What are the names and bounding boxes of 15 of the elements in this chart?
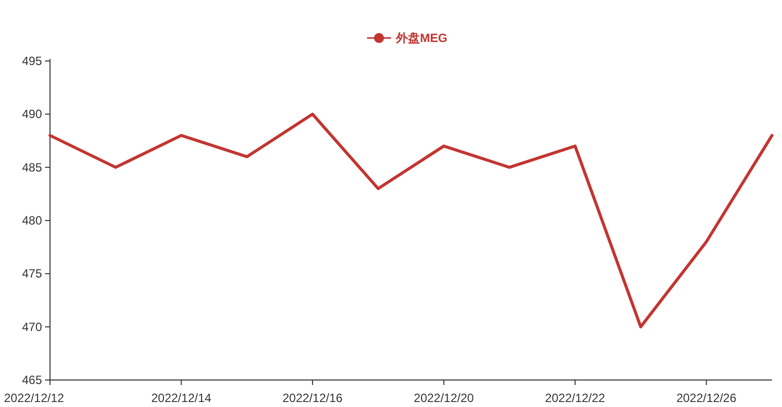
x-tick-label: 2022/12/16 — [282, 391, 343, 405]
y-tick-label: 470 — [22, 320, 42, 334]
x-tick-label: 2022/12/12 — [4, 391, 64, 405]
y-tick-label: 485 — [22, 160, 42, 174]
x-tick-label: 2022/12/14 — [151, 391, 212, 405]
x-tick-label: 2022/12/26 — [676, 391, 737, 405]
y-tick-label: 475 — [22, 266, 42, 281]
x-tick-label: 2022/12/22 — [545, 391, 606, 405]
y-tick-label: 465 — [22, 373, 42, 387]
y-tick-label: 480 — [22, 214, 42, 228]
x-tick-label: 2022/12/20 — [414, 391, 474, 405]
legend-label: 外盘MEG — [395, 31, 448, 45]
y-tick-label: 490 — [22, 107, 42, 122]
line-series — [48, 112, 774, 328]
y-tick-label: 495 — [22, 54, 42, 68]
